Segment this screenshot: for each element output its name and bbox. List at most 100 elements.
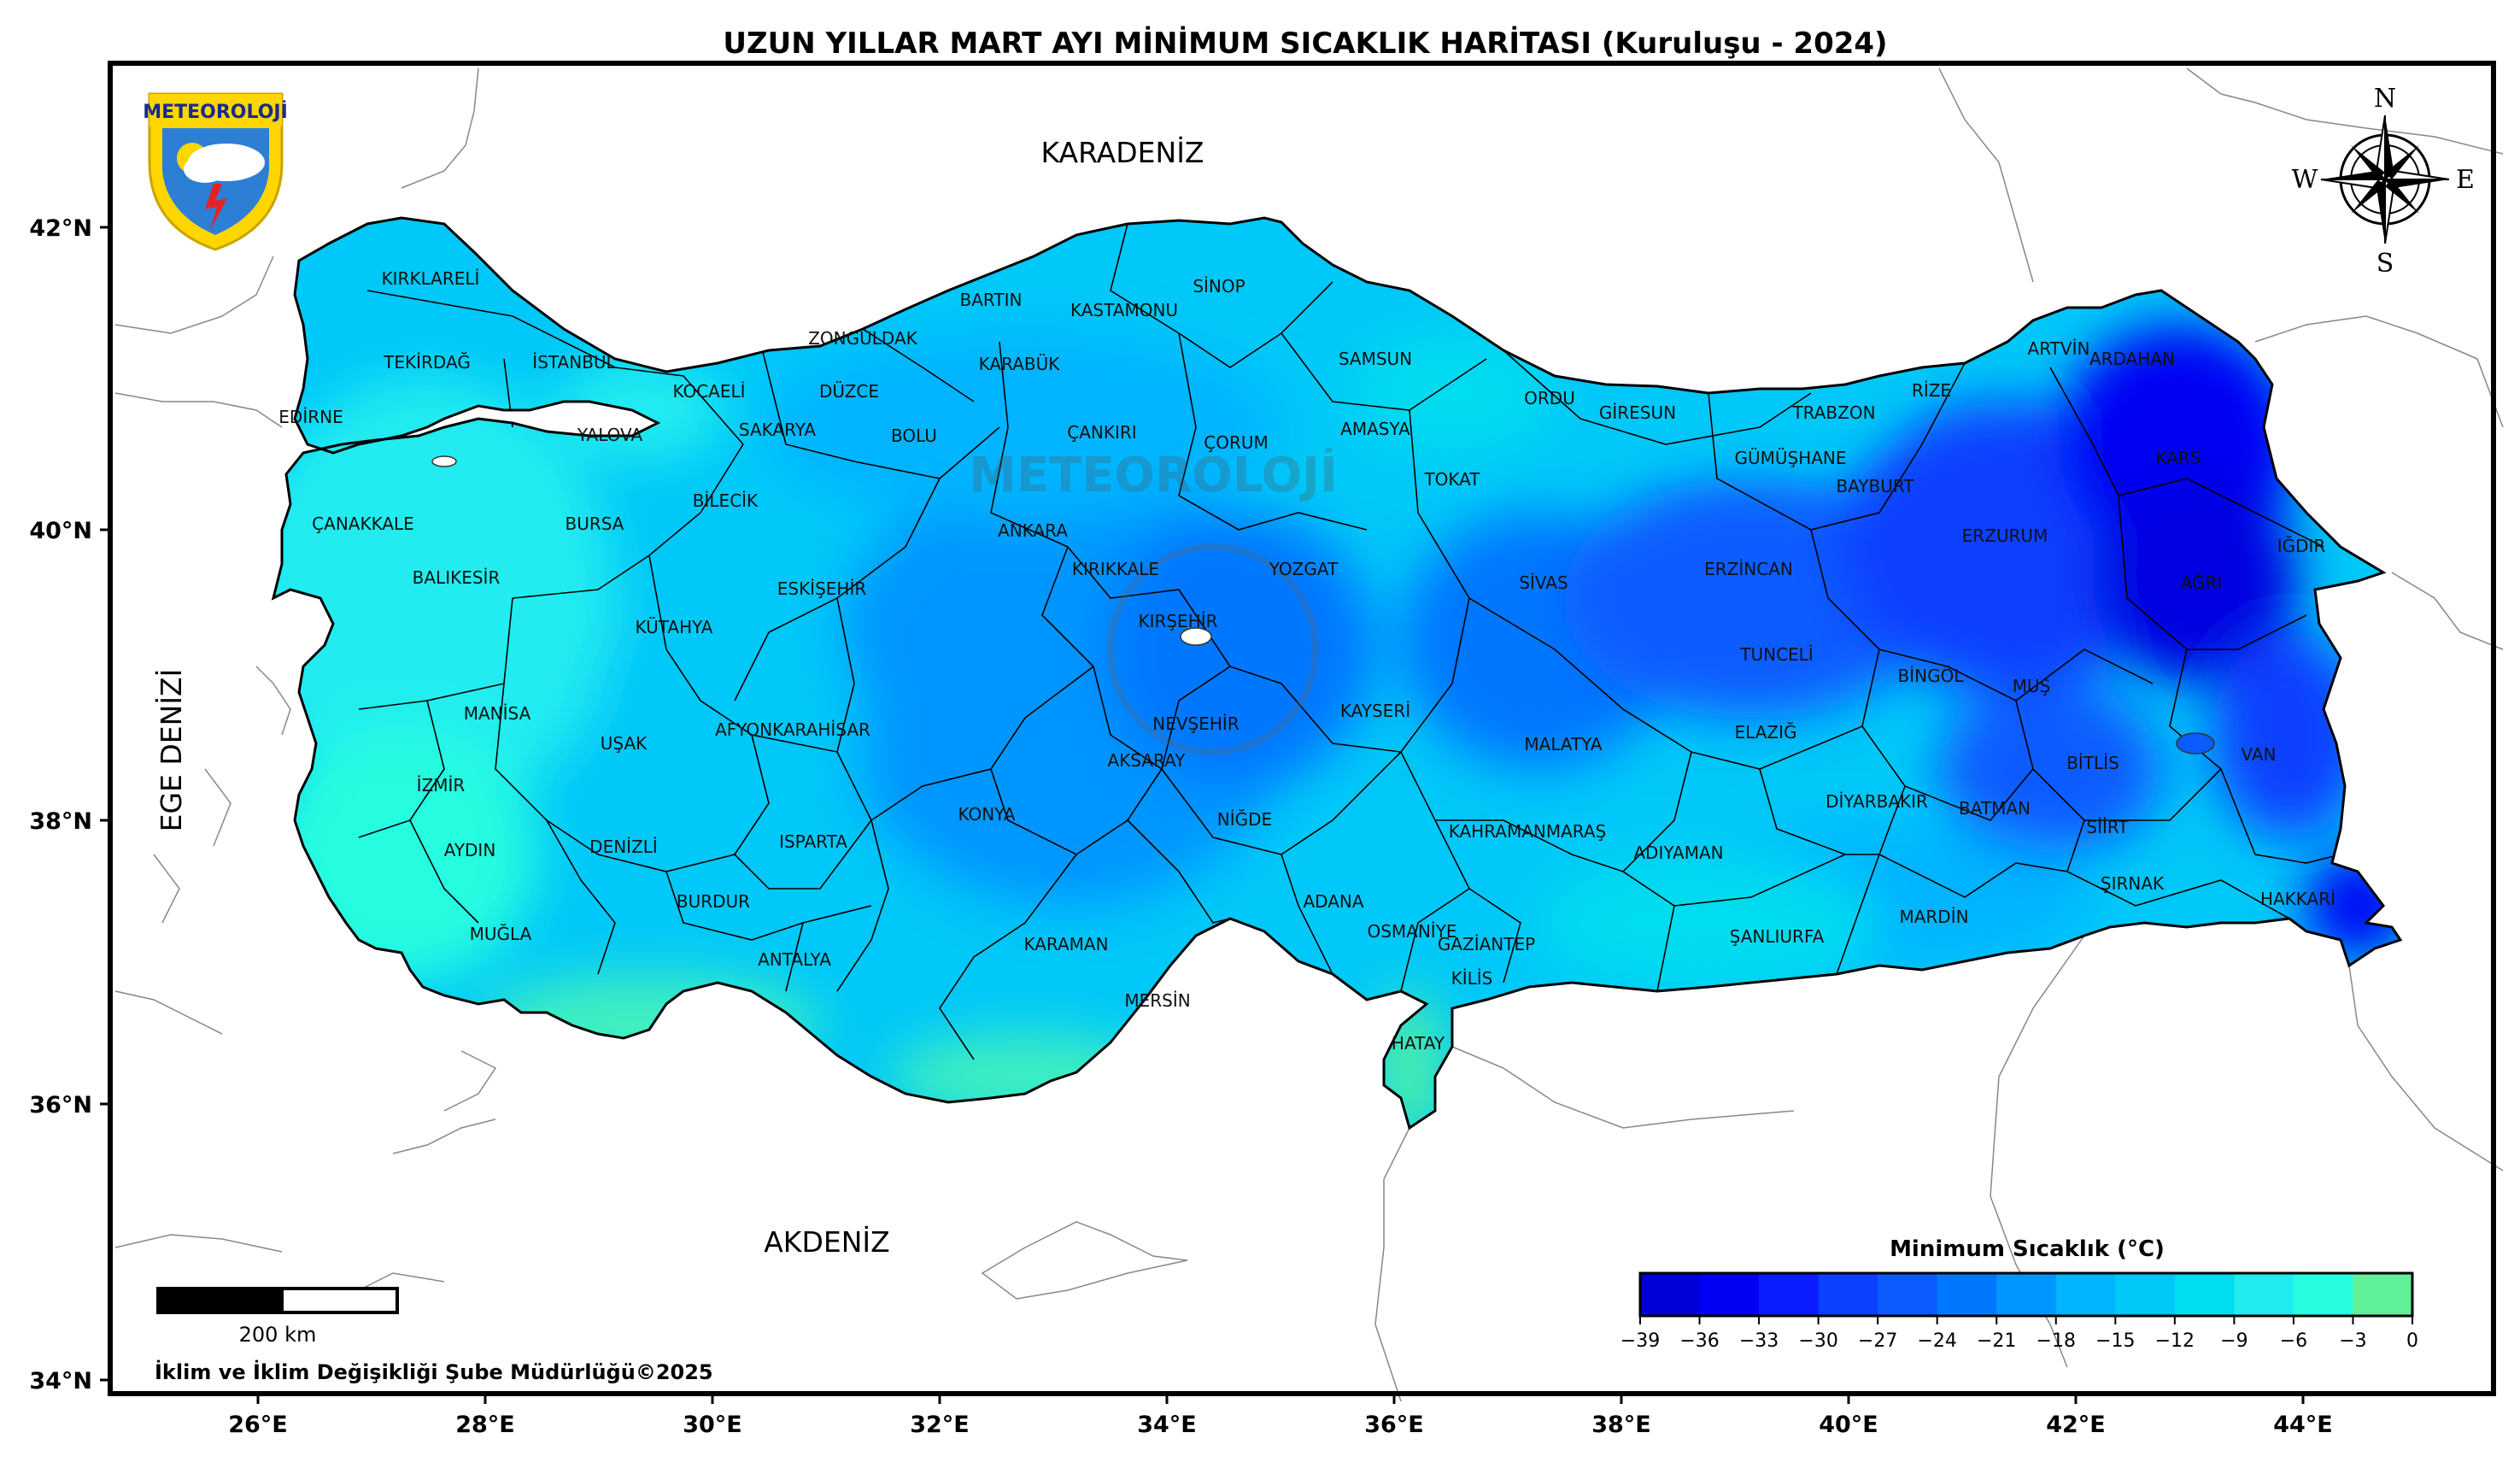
province-borders [358, 223, 2341, 1060]
neighbor-borders [114, 68, 2504, 1402]
colorbar-tick-label: −18 [2037, 1330, 2076, 1352]
province-label: IĞDIR [2277, 536, 2326, 556]
province-label: ESKİŞEHİR [777, 578, 867, 599]
colorbar-tick-label: −3 [2339, 1330, 2366, 1352]
lon-tick: 26°E [228, 1412, 288, 1438]
province-label: TUNCELİ [1739, 644, 1813, 665]
province-label: MALATYA [1524, 734, 1603, 754]
province-label: BİLECİK [693, 490, 759, 511]
lakes [431, 455, 2215, 754]
province-label: HATAY [1392, 1033, 1445, 1054]
province-label: AYDIN [444, 840, 496, 860]
colorbar-tick-label: −21 [1977, 1330, 2016, 1352]
lat-tick: 36°N [29, 1092, 92, 1119]
province-label: BİNGÖL [1898, 666, 1965, 686]
province-label: BATMAN [1959, 798, 2031, 819]
colorbar-swatch [1996, 1273, 2057, 1316]
province-label: EDİRNE [278, 407, 343, 427]
province-label: OSMANİYE [1367, 921, 1456, 942]
credit-text: İklim ve İklim Değişikliği Şube Müdürlüğ… [155, 1359, 713, 1384]
province-label: SİİRT [2086, 817, 2129, 837]
compass-rose: N S E W [2292, 84, 2475, 279]
lon-tick: 32°E [910, 1412, 970, 1438]
colorbar-tick-label: −39 [1620, 1330, 1660, 1352]
province-label: TEKİRDAĞ [383, 352, 471, 373]
colorbar-swatch [2174, 1273, 2235, 1316]
lon-tick: 36°E [1364, 1412, 1424, 1438]
province-label: ÇANKIRI [1067, 422, 1136, 443]
province-label: KAYSERİ [1340, 701, 1410, 721]
province-label: BURSA [565, 514, 624, 534]
province-label: YOZGAT [1269, 559, 1339, 579]
scale-bar: 200 km [156, 1287, 399, 1347]
colorbar-tick-label: −36 [1679, 1330, 1719, 1352]
province-label: ARTVİN [2028, 338, 2090, 359]
colorbar-swatch [2293, 1273, 2353, 1316]
province-label: MANİSA [464, 703, 531, 724]
lon-tick: 30°E [683, 1412, 742, 1438]
province-label: NİĞDE [1217, 809, 1272, 830]
temperature-field [273, 218, 2400, 1128]
colorbar-tick-label: −12 [2155, 1330, 2195, 1352]
province-label: KONYA [958, 804, 1015, 825]
longitude-axis: 26°E 28°E 30°E 32°E 34°E 36°E 38°E 40°E … [228, 1394, 2333, 1438]
lon-tick: 44°E [2273, 1412, 2333, 1438]
province-label: AĞRI [2181, 572, 2223, 593]
province-label: ARDAHAN [2089, 349, 2175, 369]
colorbar-tick-label: −24 [1917, 1330, 1956, 1352]
lat-tick: 40°N [29, 518, 92, 544]
province-label: MUĞLA [470, 924, 532, 944]
colorbar-swatch [2115, 1273, 2176, 1316]
province-label: UŞAK [601, 733, 648, 754]
province-label: SİNOP [1193, 276, 1245, 297]
province-label: TOKAT [1423, 469, 1480, 490]
province-label: MARDİN [1899, 907, 1968, 927]
colorbar-title: Minimum Sıcaklık (°C) [1890, 1236, 2165, 1262]
colorbar-tick-label: −33 [1739, 1330, 1779, 1352]
colorbar-tick-label: −27 [1858, 1330, 1897, 1352]
province-label: ŞANLIURFA [1730, 926, 1825, 947]
latitude-axis: 42°N 40°N 38°N 36°N 34°N [29, 215, 110, 1394]
scale-bar-label: 200 km [239, 1323, 317, 1347]
compass-n: N [2374, 84, 2396, 114]
colorbar-swatch [1878, 1273, 1938, 1316]
lon-tick: 42°E [2046, 1412, 2106, 1438]
sea-label-west: EGE DENİZİ [155, 669, 188, 832]
province-label: KİLİS [1451, 968, 1493, 989]
map-frame [108, 61, 2496, 1396]
province-label: BALIKESİR [413, 567, 501, 588]
watermark-text: METEOROLOJİ [969, 448, 1338, 503]
province-label: ELAZIĞ [1734, 722, 1796, 743]
colorbar-swatch [2055, 1273, 2116, 1316]
province-label: TRABZON [1791, 402, 1875, 423]
province-label: ADANA [1303, 891, 1363, 912]
province-label: GİRESUN [1599, 402, 1676, 423]
meteoroloji-logo: METEOROLOJİ [143, 92, 288, 251]
sea-label-south: AKDENİZ [764, 1225, 890, 1259]
province-label: RİZE [1912, 380, 1951, 401]
province-label: DÜZCE [819, 381, 879, 402]
province-label: BOLU [891, 426, 937, 446]
province-label: ZONGULDAK [808, 328, 917, 349]
province-label: MUŞ [2013, 676, 2051, 696]
compass-e: E [2456, 165, 2475, 195]
province-label: KARAMAN [1023, 934, 1108, 954]
province-labels: KIRKLARELİ TEKİRDAĞ EDİRNE İSTANBUL YALOVA KO… [278, 268, 2335, 1054]
province-label: KIRKLARELİ [382, 268, 480, 289]
compass-w: W [2292, 165, 2318, 195]
province-label: KIRIKKALE [1072, 559, 1159, 579]
colorbar-swatch [1699, 1273, 1760, 1316]
colorbar-tick-label: 0 [2406, 1330, 2418, 1352]
lat-tick: 38°N [29, 808, 92, 835]
sea-label-north: KARADENİZ [1040, 136, 1204, 169]
province-label: BURDUR [677, 891, 750, 912]
province-label: HAKKARİ [2260, 889, 2335, 909]
province-label: İZMİR [417, 775, 466, 796]
province-label: NEVŞEHİR [1152, 713, 1239, 734]
province-label: BARTIN [960, 290, 1023, 310]
province-label: SAMSUN [1339, 349, 1412, 369]
province-label: KASTAMONU [1070, 300, 1178, 320]
province-label: AMASYA [1340, 419, 1410, 439]
province-label: GÜMÜŞHANE [1734, 448, 1846, 468]
